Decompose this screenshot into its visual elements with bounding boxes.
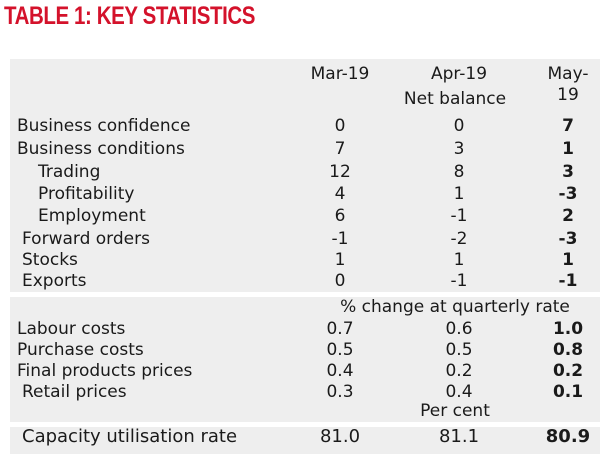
row-label: Exports <box>22 271 87 291</box>
cell-mar-19: 0.3 <box>326 382 354 402</box>
table-row: Retail prices 0.3 0.4 0.1 <box>10 382 600 403</box>
column-header-row: Mar-19 Apr-19 May-19 <box>10 64 600 105</box>
row-label: Capacity utilisation rate <box>22 426 238 447</box>
column-header-mar-19: Mar-19 <box>310 64 370 84</box>
row-label: Purchase costs <box>17 340 144 360</box>
column-header-apr-19: Apr-19 <box>430 64 488 84</box>
cell-mar-19: 12 <box>329 162 351 182</box>
table-row: Trading 12 8 3 <box>10 162 600 183</box>
cell-mar-19: 0.4 <box>326 361 354 381</box>
cell-apr-19: 0.2 <box>445 361 473 381</box>
cell-may-19: 0.2 <box>552 361 584 381</box>
row-label: Retail prices <box>22 382 127 402</box>
cell-apr-19: 81.1 <box>438 426 480 447</box>
cell-mar-19: 0 <box>334 271 346 291</box>
row-label: Stocks <box>22 250 78 270</box>
cell-apr-19: 1 <box>453 184 465 204</box>
section-divider <box>10 292 600 297</box>
cell-mar-19: 4 <box>334 184 346 204</box>
table-title: TABLE 1: KEY STATISTICS <box>4 2 256 30</box>
cell-mar-19: -1 <box>331 229 349 249</box>
cell-mar-19: 0 <box>334 116 346 136</box>
table-row: Employment 6 -1 2 <box>10 206 600 227</box>
cell-may-19: -3 <box>558 229 578 249</box>
table-row: Business conditions 7 3 1 <box>10 139 600 160</box>
cell-apr-19: -2 <box>450 229 468 249</box>
cell-may-19: 1 <box>562 139 574 159</box>
column-header-may-19: May-19 <box>547 64 589 105</box>
table-row: Final products prices 0.4 0.2 0.2 <box>10 361 600 382</box>
cell-mar-19: 0.5 <box>326 340 354 360</box>
row-label: Employment <box>38 206 146 226</box>
row-label: Profitability <box>38 184 135 204</box>
cell-may-19: 0.8 <box>552 340 584 360</box>
table-row: Labour costs 0.7 0.6 1.0 <box>10 319 600 340</box>
table-row: Stocks 1 1 1 <box>10 250 600 271</box>
row-label: Forward orders <box>22 229 150 249</box>
cell-mar-19: 1 <box>334 250 346 270</box>
section-divider <box>10 422 600 427</box>
section-label-net-balance: Net balance <box>403 89 507 109</box>
cell-apr-19: -1 <box>450 206 468 226</box>
cell-mar-19: 0.7 <box>326 319 354 339</box>
cell-apr-19: -1 <box>450 271 468 291</box>
cell-apr-19: 8 <box>453 162 465 182</box>
table-row: Forward orders -1 -2 -3 <box>10 229 600 250</box>
cell-may-19: 7 <box>562 116 574 136</box>
cell-may-19: 3 <box>562 162 574 182</box>
row-label: Final products prices <box>17 361 193 381</box>
section-label-quarterly: % change at quarterly rate <box>340 297 570 317</box>
table-row: Purchase costs 0.5 0.5 0.8 <box>10 340 600 361</box>
cell-may-19: 0.1 <box>552 382 584 402</box>
cell-may-19: 2 <box>562 206 574 226</box>
cell-may-19: 1.0 <box>552 319 584 339</box>
cell-mar-19: 6 <box>334 206 346 226</box>
table-row: Exports 0 -1 -1 <box>10 271 600 292</box>
key-statistics-table: Mar-19 Apr-19 May-19 Net balance Busines… <box>10 59 600 454</box>
cell-may-19: 1 <box>562 250 574 270</box>
cell-may-19: -1 <box>558 271 578 291</box>
table-row: Business confidence 0 0 7 <box>10 116 600 137</box>
table-row: Profitability 4 1 -3 <box>10 184 600 205</box>
row-label: Trading <box>38 162 101 182</box>
row-label: Business confidence <box>17 116 191 136</box>
cell-apr-19: 3 <box>453 139 465 159</box>
cell-apr-19: 0.5 <box>445 340 473 360</box>
cell-apr-19: 0.4 <box>445 382 473 402</box>
cell-apr-19: 0.6 <box>445 319 473 339</box>
cell-mar-19: 7 <box>334 139 346 159</box>
cell-apr-19: 0 <box>453 116 465 136</box>
section-label-per-cent: Per cent <box>420 401 490 421</box>
cell-mar-19: 81.0 <box>319 426 361 447</box>
row-label: Business conditions <box>17 139 185 159</box>
cell-may-19: 80.9 <box>545 426 591 447</box>
cell-may-19: -3 <box>558 184 578 204</box>
row-label: Labour costs <box>17 319 126 339</box>
table-row: Capacity utilisation rate 81.0 81.1 80.9 <box>10 426 600 447</box>
cell-apr-19: 1 <box>453 250 465 270</box>
